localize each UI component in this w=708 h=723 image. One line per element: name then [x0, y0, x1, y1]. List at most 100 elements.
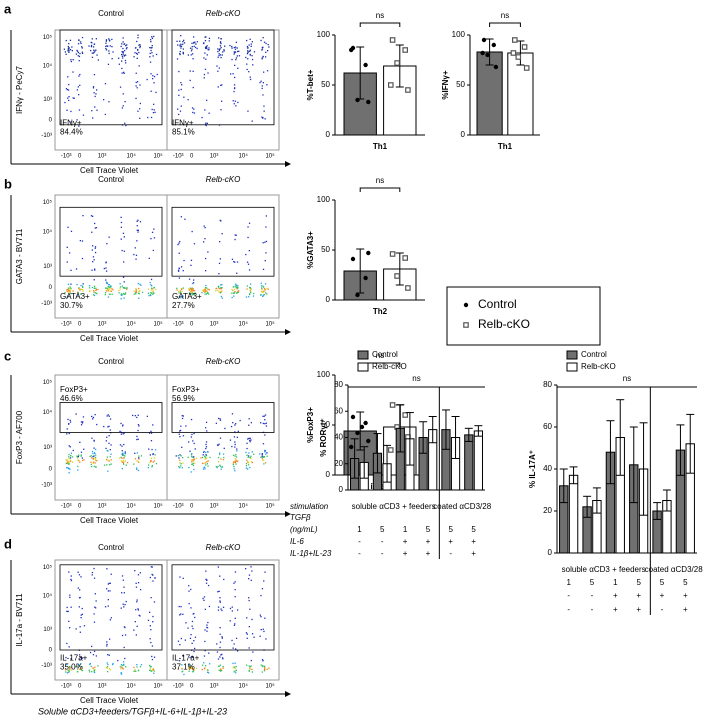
event-dot: [218, 453, 221, 456]
event-dot: [201, 456, 204, 459]
event-dot: [248, 44, 250, 46]
event-dot: [233, 460, 236, 463]
event-dot: [220, 291, 222, 293]
event-dot: [179, 462, 181, 464]
event-dot: [91, 52, 93, 54]
condition-value: -: [591, 605, 594, 614]
event-dot: [245, 467, 247, 469]
event-dot: [175, 455, 177, 457]
event-dot: [263, 670, 266, 672]
event-dot: [193, 442, 195, 445]
event-dot: [182, 53, 184, 55]
event-dot: [208, 49, 210, 51]
event-dot: [93, 621, 96, 623]
event-dot: [91, 415, 93, 418]
event-dot: [266, 455, 268, 457]
event-dot: [105, 42, 107, 44]
event-dot: [236, 448, 238, 450]
event-dot: [150, 238, 152, 240]
event-dot: [120, 294, 122, 296]
event-dot: [155, 91, 157, 94]
event-dot: [234, 589, 236, 591]
event-dot: [93, 92, 95, 94]
event-dot: [231, 639, 233, 642]
event-dot: [245, 632, 248, 634]
event-dot: [153, 75, 156, 78]
event-dot: [187, 54, 189, 56]
event-dot: [206, 290, 208, 292]
event-dot: [109, 290, 111, 292]
event-dot: [234, 571, 237, 573]
event-dot: [204, 68, 207, 70]
event-dot: [150, 670, 152, 672]
event-dot: [77, 465, 79, 468]
event-dot: [78, 606, 80, 608]
event-dot: [92, 668, 95, 670]
event-dot: [264, 665, 266, 667]
event-dot: [111, 46, 113, 48]
event-dot: [151, 231, 154, 233]
x-tick-label: 10⁵: [153, 321, 163, 328]
event-dot: [92, 452, 94, 455]
event-dot: [152, 453, 154, 455]
event-dot: [67, 295, 69, 297]
gate-value: 46.6%: [60, 394, 83, 403]
event-dot: [68, 288, 70, 290]
event-dot: [76, 49, 78, 52]
event-dot: [90, 665, 92, 668]
panel-header: Control: [98, 357, 124, 366]
event-dot: [120, 666, 123, 668]
event-dot: [194, 636, 197, 638]
event-dot: [180, 297, 182, 299]
event-dot: [149, 281, 151, 284]
event-dot: [121, 60, 123, 62]
event-dot: [207, 251, 209, 253]
event-dot: [68, 456, 70, 458]
event-dot: [259, 453, 261, 455]
event-dot: [183, 259, 185, 262]
event-dot: [263, 456, 265, 458]
event-dot: [150, 294, 152, 297]
event-dot: [94, 246, 97, 248]
event-dot: [182, 43, 184, 45]
event-dot: [261, 49, 263, 51]
event-dot: [219, 45, 222, 47]
event-dot: [83, 448, 85, 450]
event-dot: [139, 102, 141, 105]
event-dot: [153, 672, 155, 674]
event-dot: [68, 445, 70, 447]
event-dot: [246, 617, 248, 619]
y-tick-label: 50: [321, 245, 330, 254]
event-dot: [66, 261, 68, 263]
event-dot: [138, 290, 140, 292]
event-dot: [137, 81, 139, 83]
event-dot: [219, 419, 222, 421]
event-dot: [264, 617, 266, 619]
event-dot: [221, 636, 223, 638]
event-dot: [137, 424, 140, 426]
event-dot: [262, 291, 264, 293]
event-dot: [133, 56, 135, 58]
event-dot: [123, 72, 125, 74]
event-dot: [178, 291, 180, 293]
event-dot: [249, 49, 251, 51]
event-dot: [208, 47, 210, 49]
event-dot: [63, 48, 65, 50]
event-dot: [203, 662, 205, 664]
event-dot: [205, 570, 207, 572]
event-dot: [178, 70, 180, 73]
event-dot: [120, 460, 122, 462]
event-dot: [153, 656, 156, 658]
event-dot: [218, 54, 220, 57]
event-dot: [93, 51, 95, 53]
event-dot: [205, 578, 207, 580]
event-dot: [247, 263, 250, 265]
event-dot: [67, 460, 70, 463]
event-dot: [88, 671, 91, 673]
event-dot: [234, 667, 236, 670]
event-dot: [72, 461, 74, 463]
event-dot: [139, 117, 141, 119]
event-dot: [69, 460, 72, 462]
event-dot: [151, 566, 153, 568]
event-dot: [260, 294, 262, 296]
